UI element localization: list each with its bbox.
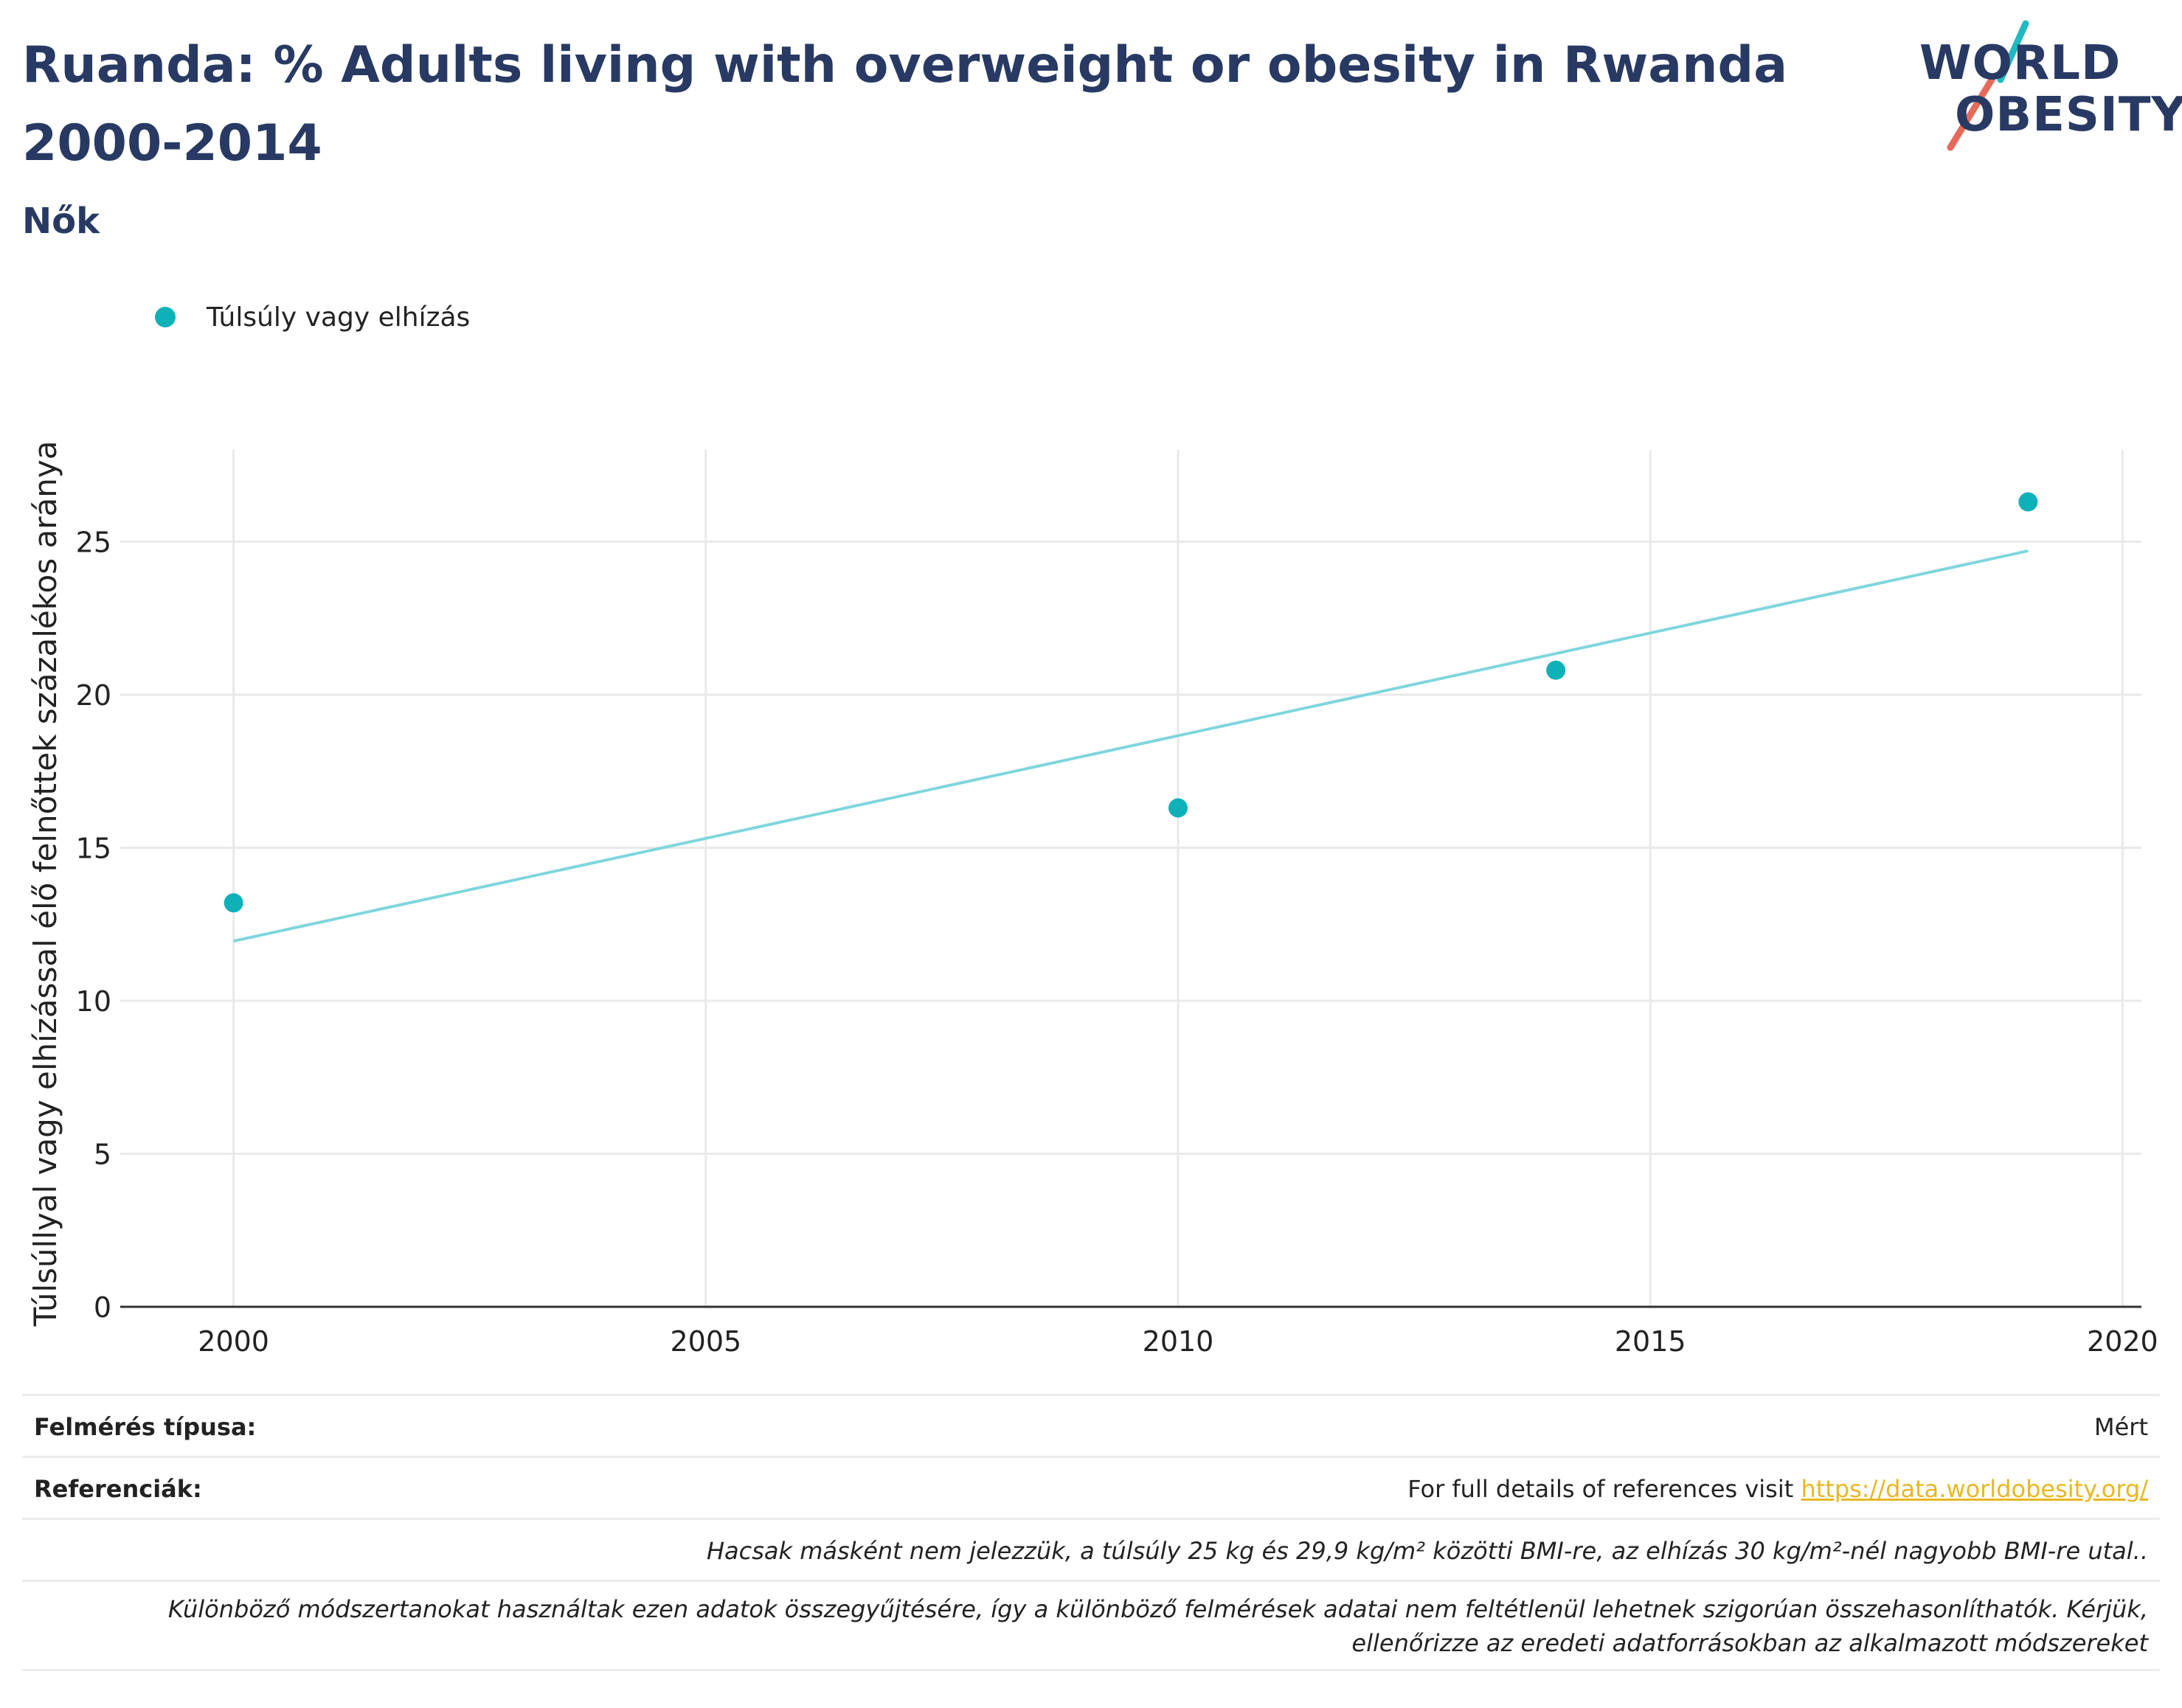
x-tick-label: 2005 xyxy=(670,1325,741,1358)
y-tick-label: 15 xyxy=(76,833,111,865)
y-axis-title: Túlsúllyal vagy elhízással élő felnőttek… xyxy=(27,441,63,1327)
chart-subtitle: Nők xyxy=(22,201,100,242)
logo-word-obesity: OBESITY xyxy=(1955,88,2182,142)
logo-red-slash xyxy=(1947,76,1995,151)
references-prefix: For full details of references visit xyxy=(1407,1475,1801,1503)
data-point[interactable] xyxy=(224,893,243,913)
y-tick-label: 25 xyxy=(76,527,111,559)
footer-survey-row: Felmérés típusa: Mért xyxy=(22,1394,2160,1456)
survey-type-label: Felmérés típusa: xyxy=(34,1413,257,1441)
y-tick-label: 10 xyxy=(76,985,111,1018)
legend-marker xyxy=(155,307,176,327)
data-point[interactable] xyxy=(2018,492,2038,512)
footer-methodology-row: Különböző módszertanokat használtak ezen… xyxy=(22,1580,2160,1671)
logo-word-world: WORLD xyxy=(1919,36,2122,91)
y-tick-label: 0 xyxy=(94,1291,111,1324)
x-tick-label: 2010 xyxy=(1143,1325,1214,1358)
logo-teal-slash xyxy=(1997,20,2029,83)
footer-references-row: Referenciák: For full details of referen… xyxy=(22,1456,2160,1518)
data-point[interactable] xyxy=(1168,798,1188,818)
x-tick-label: 2020 xyxy=(2087,1325,2158,1358)
survey-type-value: Mért xyxy=(2094,1413,2148,1441)
x-tick-label: 2015 xyxy=(1615,1325,1686,1358)
x-tick-label: 2000 xyxy=(198,1325,269,1358)
references-link[interactable]: https://data.worldobesity.org/ xyxy=(1801,1475,2148,1503)
y-tick-label: 20 xyxy=(76,679,111,712)
y-tick-label: 5 xyxy=(94,1139,111,1171)
legend-label: Túlsúly vagy elhízás xyxy=(207,302,471,333)
bmi-definition-note: Hacsak másként nem jelezzük, a túlsúly 2… xyxy=(706,1537,2148,1565)
chart-title: Ruanda: % Adults living with overweight … xyxy=(22,36,1788,173)
references-label: Referenciák: xyxy=(34,1475,202,1503)
trend-line xyxy=(233,549,2029,943)
references-text: For full details of references visit htt… xyxy=(1407,1475,2148,1503)
legend: Túlsúly vagy elhízás xyxy=(155,295,470,339)
methodology-note: Különböző módszertanokat használtak ezen… xyxy=(167,1595,2148,1657)
footer-note-row: Hacsak másként nem jelezzük, a túlsúly 2… xyxy=(22,1518,2160,1580)
chart-area: 2000 2005 2010 2015 2020 0 5 10 15 20 25 Túlsúllya… xyxy=(27,441,2158,1358)
data-point[interactable] xyxy=(1546,660,1566,680)
world-obesity-logo: WORLD OBESITY xyxy=(1918,18,2182,158)
